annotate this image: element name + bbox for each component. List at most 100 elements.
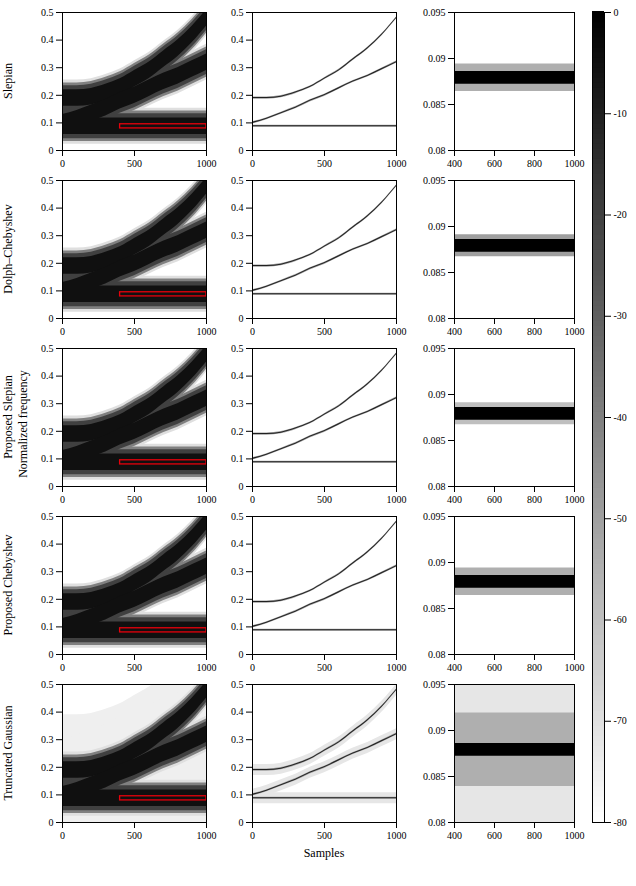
svg-text:0.1: 0.1 — [41, 117, 54, 128]
svg-text:1000: 1000 — [197, 158, 217, 169]
svg-text:500: 500 — [127, 494, 142, 505]
svg-text:-70: -70 — [614, 715, 627, 726]
svg-text:0: 0 — [60, 494, 65, 505]
svg-text:0.4: 0.4 — [231, 34, 244, 45]
svg-text:0.1: 0.1 — [231, 621, 244, 632]
svg-text:Proposed Slepian: Proposed Slepian — [1, 375, 15, 459]
svg-text:-80: -80 — [614, 817, 627, 828]
svg-text:500: 500 — [317, 494, 332, 505]
svg-text:-10: -10 — [614, 108, 627, 119]
svg-text:0: 0 — [49, 313, 54, 324]
svg-text:0.09: 0.09 — [428, 221, 446, 232]
svg-text:1000: 1000 — [197, 830, 217, 841]
svg-text:500: 500 — [317, 662, 332, 673]
svg-text:0.5: 0.5 — [41, 679, 54, 690]
svg-text:0.095: 0.095 — [423, 7, 446, 18]
svg-text:0.2: 0.2 — [41, 762, 54, 773]
svg-text:Proposed Chebyshev: Proposed Chebyshev — [1, 535, 15, 636]
svg-text:0.5: 0.5 — [41, 343, 54, 354]
svg-text:0: 0 — [60, 662, 65, 673]
svg-text:0.5: 0.5 — [231, 7, 244, 18]
svg-text:0: 0 — [250, 326, 255, 337]
svg-text:600: 600 — [487, 326, 502, 337]
svg-text:0.5: 0.5 — [231, 175, 244, 186]
svg-text:0.4: 0.4 — [231, 202, 244, 213]
svg-text:0.095: 0.095 — [423, 679, 446, 690]
svg-text:0.4: 0.4 — [231, 538, 244, 549]
svg-text:0: 0 — [239, 481, 244, 492]
svg-text:0.3: 0.3 — [231, 62, 244, 73]
svg-text:0.08: 0.08 — [428, 313, 446, 324]
svg-text:-40: -40 — [614, 412, 627, 423]
svg-text:500: 500 — [317, 830, 332, 841]
svg-text:0.3: 0.3 — [41, 62, 54, 73]
svg-text:0.095: 0.095 — [423, 175, 446, 186]
svg-text:1000: 1000 — [387, 830, 407, 841]
svg-text:1000: 1000 — [565, 326, 585, 337]
svg-text:0.1: 0.1 — [41, 285, 54, 296]
svg-text:500: 500 — [317, 326, 332, 337]
svg-text:0.2: 0.2 — [41, 594, 54, 605]
svg-text:0.5: 0.5 — [41, 175, 54, 186]
svg-text:500: 500 — [127, 158, 142, 169]
svg-text:0.085: 0.085 — [423, 435, 446, 446]
svg-text:400: 400 — [447, 158, 462, 169]
svg-text:0.4: 0.4 — [41, 34, 54, 45]
svg-text:0.3: 0.3 — [231, 734, 244, 745]
svg-text:500: 500 — [127, 662, 142, 673]
svg-text:0: 0 — [49, 649, 54, 660]
svg-text:0.3: 0.3 — [231, 398, 244, 409]
svg-text:-20: -20 — [614, 209, 627, 220]
svg-text:1000: 1000 — [565, 494, 585, 505]
svg-text:0: 0 — [239, 313, 244, 324]
svg-text:0.095: 0.095 — [423, 343, 446, 354]
svg-text:0: 0 — [614, 7, 619, 18]
svg-text:0.4: 0.4 — [41, 202, 54, 213]
svg-text:-60: -60 — [614, 614, 627, 625]
svg-text:0: 0 — [250, 662, 255, 673]
svg-text:Truncated Gaussian: Truncated Gaussian — [1, 705, 15, 800]
svg-text:0.5: 0.5 — [231, 679, 244, 690]
svg-text:0.1: 0.1 — [231, 285, 244, 296]
svg-text:0.08: 0.08 — [428, 145, 446, 156]
svg-text:500: 500 — [317, 158, 332, 169]
svg-text:0.2: 0.2 — [231, 762, 244, 773]
svg-text:0.1: 0.1 — [231, 117, 244, 128]
svg-text:0.2: 0.2 — [41, 258, 54, 269]
svg-text:-50: -50 — [614, 513, 627, 524]
svg-text:0.085: 0.085 — [423, 603, 446, 614]
svg-text:0.3: 0.3 — [41, 230, 54, 241]
svg-text:1000: 1000 — [387, 326, 407, 337]
svg-text:0.2: 0.2 — [231, 594, 244, 605]
svg-text:1000: 1000 — [565, 158, 585, 169]
svg-text:600: 600 — [487, 662, 502, 673]
svg-text:500: 500 — [127, 830, 142, 841]
svg-text:0.3: 0.3 — [41, 566, 54, 577]
svg-text:400: 400 — [447, 494, 462, 505]
svg-text:0.5: 0.5 — [231, 511, 244, 522]
svg-text:0: 0 — [239, 145, 244, 156]
svg-text:Dolph–Chebyshev: Dolph–Chebyshev — [1, 204, 15, 293]
svg-text:Slepian: Slepian — [1, 63, 15, 99]
svg-text:600: 600 — [487, 830, 502, 841]
svg-text:0.4: 0.4 — [231, 706, 244, 717]
svg-text:0.5: 0.5 — [41, 7, 54, 18]
svg-text:1000: 1000 — [565, 662, 585, 673]
svg-text:0.2: 0.2 — [41, 426, 54, 437]
svg-text:0.08: 0.08 — [428, 817, 446, 828]
svg-text:1000: 1000 — [197, 494, 217, 505]
svg-text:800: 800 — [527, 494, 542, 505]
svg-text:0: 0 — [250, 158, 255, 169]
svg-text:0.3: 0.3 — [41, 398, 54, 409]
svg-text:800: 800 — [527, 662, 542, 673]
svg-text:0.5: 0.5 — [41, 511, 54, 522]
svg-text:0.2: 0.2 — [41, 90, 54, 101]
svg-text:Normalized frequency: Normalized frequency — [16, 370, 30, 478]
svg-text:0: 0 — [239, 649, 244, 660]
svg-text:0.085: 0.085 — [423, 771, 446, 782]
svg-text:0.4: 0.4 — [231, 370, 244, 381]
svg-text:0.08: 0.08 — [428, 481, 446, 492]
svg-text:0.5: 0.5 — [231, 343, 244, 354]
svg-text:-30: -30 — [614, 310, 627, 321]
svg-text:0.09: 0.09 — [428, 725, 446, 736]
